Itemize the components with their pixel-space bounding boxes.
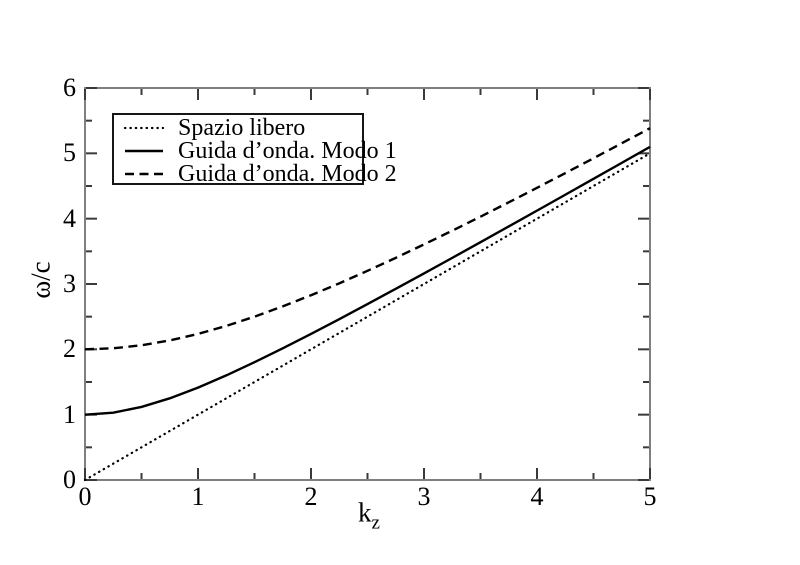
x-tick-label: 1 [191, 482, 205, 511]
y-tick-label: 4 [63, 203, 76, 233]
legend-item-free-space: Spazio libero [122, 115, 362, 141]
x-axis-label-subscript: z [371, 512, 380, 534]
y-tick-label: 2 [63, 334, 76, 364]
y-tick-label: 3 [63, 269, 76, 298]
y-tick-label: 0 [63, 465, 76, 494]
x-axis-label: kz [358, 497, 380, 534]
x-tick-label: 3 [417, 482, 431, 511]
x-axis-label-base: k [358, 497, 372, 528]
y-axis-label: ω/c [25, 261, 56, 299]
y-tick-label: 1 [63, 399, 76, 429]
series-line-solid [84, 145, 651, 416]
x-tick-label: 5 [643, 482, 657, 511]
x-tick-label: 2 [304, 482, 318, 511]
y-tick-label: 5 [63, 138, 76, 168]
legend-label: Guida d’onda. Modo 1 [178, 138, 397, 164]
dashed-line-sample-icon [125, 172, 163, 176]
series-line-dashed [84, 127, 651, 351]
plot-frame [84, 87, 651, 481]
legend-item-waveguide-mode-2: Guida d’onda. Modo 2 [122, 162, 397, 186]
legend: Spazio libero Guida d’onda. Modo 1 Guida… [112, 113, 397, 186]
legend-label: Spazio libero [178, 115, 306, 141]
y-tick-label: 6 [63, 73, 76, 102]
legend-item-waveguide-mode-1: Guida d’onda. Modo 1 [122, 139, 397, 163]
dotted-line-sample-icon [123, 126, 165, 130]
x-tick-label: 0 [78, 482, 92, 511]
x-tick-label: 4 [530, 482, 544, 511]
legend-label: Guida d’onda. Modo 2 [178, 161, 397, 187]
solid-line-sample-icon [125, 149, 163, 153]
series-line-dotted [83, 152, 652, 482]
